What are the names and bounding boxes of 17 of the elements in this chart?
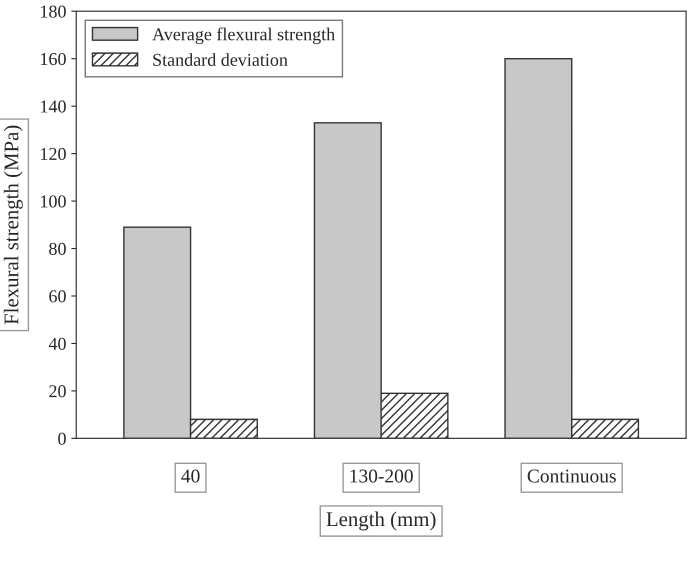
y-tick-label: 120 — [41, 148, 66, 160]
legend-label: Average flexural strength — [152, 27, 335, 44]
y-tick-label: 100 — [41, 195, 66, 208]
legend-label: Standard deviation — [153, 53, 288, 66]
y-tick-label: 80 — [49, 242, 66, 255]
y-tick-label: 180 — [41, 5, 66, 18]
y-tick-label: 20 — [49, 385, 66, 398]
x-axis-title: Length (mm) — [326, 512, 436, 530]
x-tick-label: 40 — [181, 469, 200, 483]
y-tick-label: 40 — [48, 338, 66, 350]
x-tick-label: Continuous — [528, 470, 616, 483]
x-tick-label: 130-200 — [350, 469, 413, 483]
y-tick-label: 140 — [41, 100, 66, 113]
y-tick-label: 0 — [58, 432, 66, 445]
y-tick-label: 160 — [41, 52, 66, 66]
y-axis-title: Flexural strength (MPa) — [4, 126, 23, 324]
y-tick-label: 60 — [49, 290, 66, 302]
